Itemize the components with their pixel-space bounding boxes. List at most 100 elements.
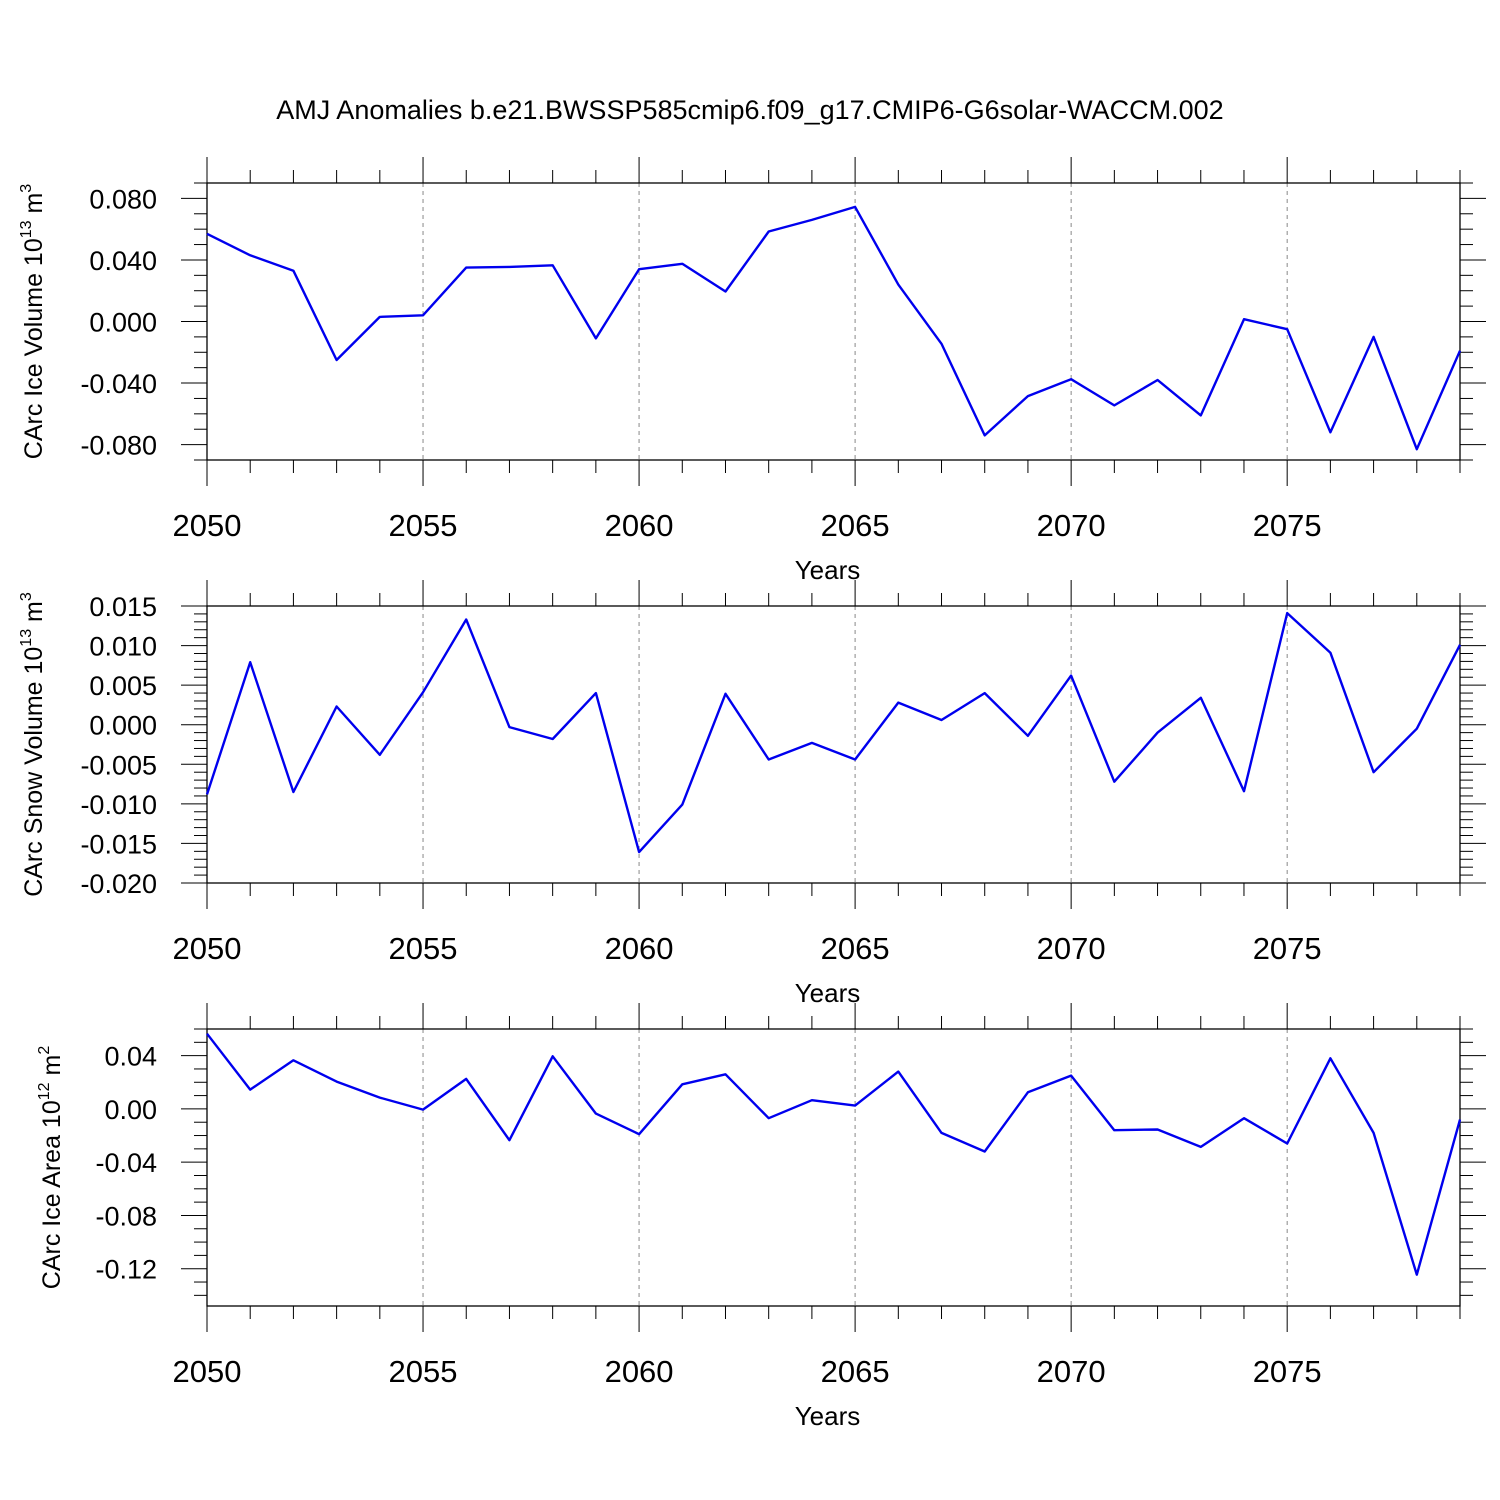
y-tick-label: -0.12 (95, 1255, 157, 1285)
data-point (379, 316, 381, 318)
y-axis-label-unit: m (20, 193, 48, 221)
data-point (465, 618, 467, 620)
y-axis-label: CArc Snow Volume 1013 m3 (18, 592, 48, 897)
y-tick-label: -0.015 (80, 829, 157, 859)
y-tick-label: 0.080 (89, 184, 157, 214)
data-point (465, 266, 467, 268)
data-point (422, 691, 424, 693)
data-point (724, 290, 726, 292)
data-point (1286, 612, 1288, 614)
y-axis-label-exponent: 13 (18, 220, 35, 238)
data-point (335, 705, 337, 707)
y-tick-label: 0.000 (89, 308, 157, 338)
data-point (681, 803, 683, 805)
data-point (1416, 727, 1418, 729)
data-point (811, 1099, 813, 1101)
data-point (249, 661, 251, 663)
data-point (638, 1133, 640, 1135)
x-tick-label: 2075 (1253, 931, 1322, 966)
x-tick-label: 2060 (605, 931, 674, 966)
data-point (940, 1132, 942, 1134)
data-point (1156, 1128, 1158, 1130)
data-point (1200, 1146, 1202, 1148)
data-point (465, 1078, 467, 1080)
series-line (206, 205, 1462, 451)
data-point (767, 758, 769, 760)
data-point (595, 1112, 597, 1114)
data-point (681, 263, 683, 265)
data-point (638, 851, 640, 853)
data-point (854, 206, 856, 208)
data-point (1113, 1129, 1115, 1131)
data-point (1156, 379, 1158, 381)
y-axis-label-unit: m (20, 601, 48, 629)
series-line (206, 1032, 1462, 1276)
data-point (1070, 378, 1072, 380)
data-point (1329, 431, 1331, 433)
data-point (767, 230, 769, 232)
data-point (379, 754, 381, 756)
data-point (595, 337, 597, 339)
data-point (1027, 1091, 1029, 1093)
data-point (1286, 328, 1288, 330)
x-tick-label: 2055 (389, 1354, 458, 1389)
y-axis-label-text: CArc Ice Volume 10 (20, 238, 48, 459)
data-point (984, 434, 986, 436)
y-axis-label-unit-exponent: 3 (18, 592, 35, 601)
data-point (508, 266, 510, 268)
data-point (1459, 350, 1461, 352)
data-point (206, 233, 208, 235)
y-tick-label: -0.08 (95, 1201, 157, 1231)
data-point (897, 283, 899, 285)
data-point (854, 758, 856, 760)
y-axis-label-unit-exponent: 3 (18, 184, 35, 193)
data-point (551, 264, 553, 266)
data-point (811, 219, 813, 221)
x-tick-label: 2075 (1253, 1354, 1322, 1389)
data-point (335, 359, 337, 361)
data-point (897, 701, 899, 703)
x-tick-label: 2060 (605, 1354, 674, 1389)
data-point (551, 738, 553, 740)
data-point (1200, 414, 1202, 416)
data-point (1372, 1132, 1374, 1134)
panel-2: -0.020 -0.015 -0.010 -0.005 0.000 0.005 0.010 0… (18, 580, 1486, 1008)
y-tick-label: 0.000 (89, 711, 157, 741)
data-point (422, 314, 424, 316)
data-point (940, 719, 942, 721)
data-point (1459, 644, 1461, 646)
data-point (1113, 404, 1115, 406)
data-point (1459, 1118, 1461, 1120)
data-point (1027, 735, 1029, 737)
data-point (897, 1070, 899, 1072)
y-axis-label-text: CArc Snow Volume 10 (20, 647, 48, 897)
data-point (1416, 448, 1418, 450)
data-point (206, 793, 208, 795)
panel-1: -0.080 -0.040 0.000 0.040 0.080 2050 2055 2060 2… (18, 157, 1486, 585)
y-tick-label: -0.010 (80, 790, 157, 820)
x-tick-label: 2050 (173, 508, 242, 543)
y-tick-label: 0.00 (104, 1095, 157, 1125)
y-tick-label: -0.005 (80, 750, 157, 780)
y-tick-label: -0.020 (80, 869, 157, 899)
panels: -0.080 -0.040 0.000 0.040 0.080 2050 2055 2060 2… (18, 157, 1486, 1431)
data-point (681, 1083, 683, 1085)
data-point (508, 1139, 510, 1141)
plot-frame (206, 182, 1461, 461)
x-tick-label: 2050 (173, 1354, 242, 1389)
data-point (1243, 1117, 1245, 1119)
x-tick-label: 2070 (1037, 1354, 1106, 1389)
data-point (292, 270, 294, 272)
x-axis-label: Years (795, 555, 861, 585)
data-point (422, 1108, 424, 1110)
y-axis-label: CArc Ice Volume 1013 m3 (18, 184, 48, 460)
y-tick-label: 0.04 (104, 1042, 157, 1072)
data-point (940, 343, 942, 345)
y-tick-label: 0.005 (89, 671, 157, 701)
data-point (811, 742, 813, 744)
y-axis-label: CArc Ice Area 1012 m2 (36, 1046, 66, 1290)
data-point (1243, 318, 1245, 320)
x-axis-label: Years (795, 978, 861, 1008)
data-point (292, 791, 294, 793)
y-axis-label-exponent: 13 (18, 629, 35, 647)
